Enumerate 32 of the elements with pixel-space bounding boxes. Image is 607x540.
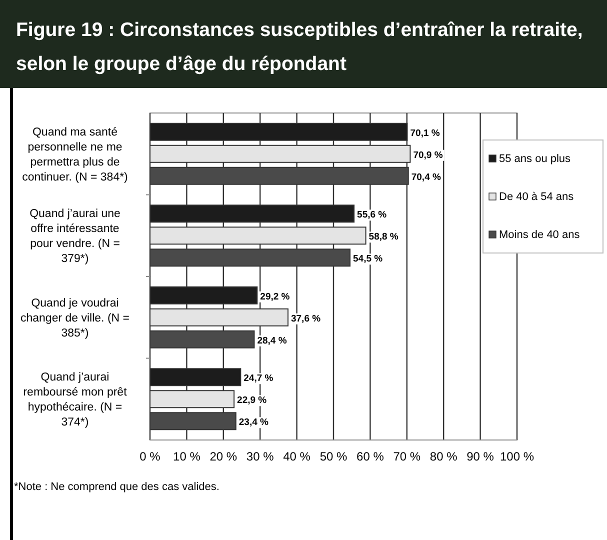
y-tick-label: Quand je voudrai changer de ville. (N = 385*) — [20, 297, 130, 340]
x-tick-label: 70 % — [393, 450, 421, 464]
data-label: 28,4 % — [257, 335, 288, 346]
data-label: 58,8 % — [368, 232, 399, 243]
legend-label: 55 ans ou plus — [499, 153, 572, 165]
x-tick-label: 80 % — [430, 450, 458, 464]
text: *Note : Ne comprend que des cas valides. — [14, 481, 220, 493]
legend-label: De 40 à 54 ans — [499, 191, 574, 203]
x-tick-label: 0 % — [140, 450, 161, 464]
x-tick-label: 50 % — [320, 450, 348, 464]
data-label: 70,1 % — [410, 128, 440, 139]
data-label: 55,6 % — [357, 210, 388, 221]
x-tick-label: 90 % — [466, 450, 494, 464]
data-label: 24,7 % — [244, 373, 274, 384]
data-label: 70,4 % — [411, 172, 442, 183]
x-tick-label: 20 % — [210, 450, 238, 464]
y-tick-label: Quand j’aurai remboursé mon prêt hypothécaire. (N = 374*) — [23, 372, 128, 429]
data-label: 70,9 % — [413, 150, 444, 161]
data-label: 22,9 % — [237, 395, 268, 406]
data-label: 37,6 % — [290, 313, 322, 324]
legend-label: Moins de 40 ans — [499, 229, 580, 241]
data-label: 29,2 % — [260, 291, 290, 302]
chart-title: Figure 19 : Circonstances susceptibles d’entraîner la retraite, selon le groupe d’âge du répondant — [16, 19, 583, 75]
data-label: 54,5 % — [353, 254, 384, 265]
x-tick-label: 40 % — [283, 450, 311, 464]
data-label: 23,4 % — [238, 417, 270, 428]
x-tick-label: 60 % — [356, 450, 384, 464]
x-tick-label: 30 % — [246, 450, 274, 464]
y-tick-label: Quand j’aurai une offre intéressante pour vendre. (N = 379*) — [30, 208, 120, 266]
y-tick-label: Quand ma santé personnelle ne me permettra plus de continuer. (N = 384*) — [22, 126, 128, 184]
x-tick-label: 100 % — [500, 450, 534, 464]
x-tick-label: 10 % — [173, 450, 201, 464]
